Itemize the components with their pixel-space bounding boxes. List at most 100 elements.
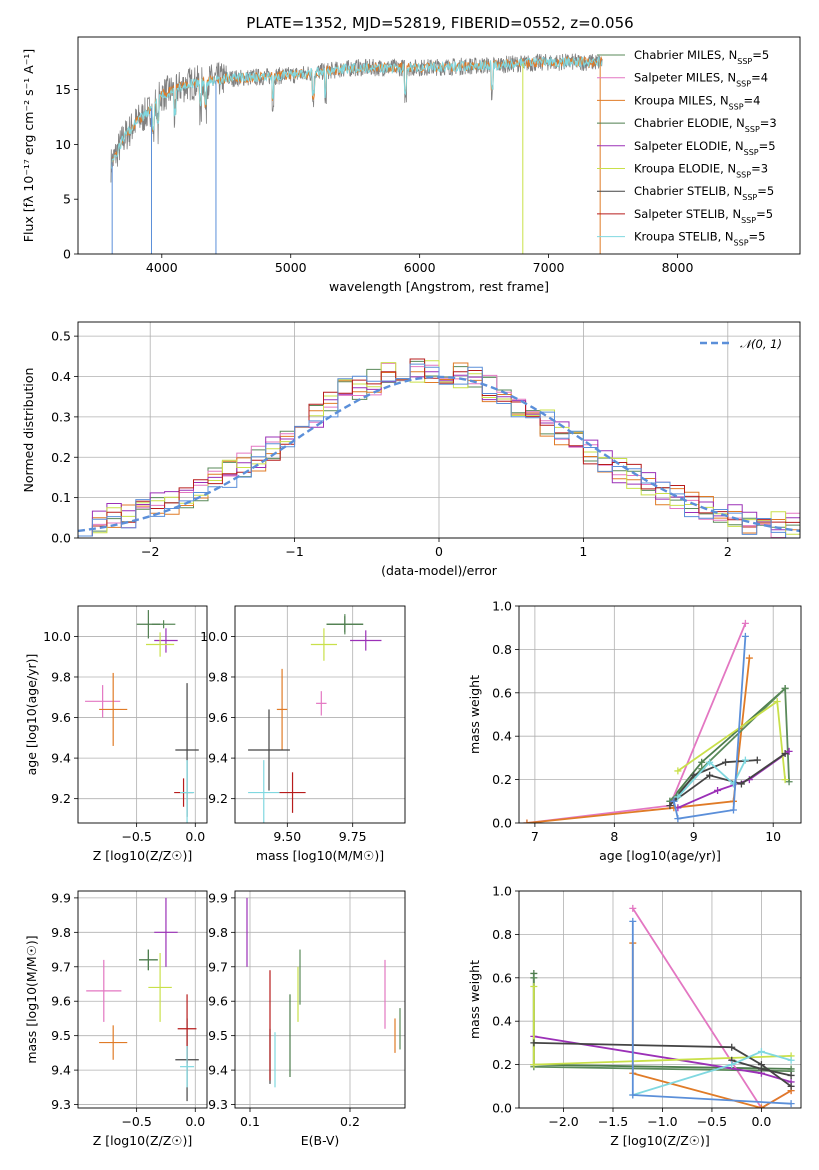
spectrum-legend: Chabrier MILES, NSSP=5 Salpeter MILES, NS… xyxy=(597,48,777,247)
mass-weight-point xyxy=(629,1091,637,1099)
mass-weight-point xyxy=(741,756,749,764)
y-tick-label: 0.0 xyxy=(51,531,71,546)
x-tick-label: −1.5 xyxy=(598,1114,628,1129)
x-tick-label: −0.5 xyxy=(121,829,151,844)
x-tick-label: −1 xyxy=(285,544,303,559)
y-tick-label: 9.4 xyxy=(208,751,228,766)
age-vs-mass-plot-area xyxy=(248,614,382,823)
mass-weight-point xyxy=(714,786,722,794)
y-tick-label: 9.6 xyxy=(51,994,71,1009)
x-axis-label: (data-model)/error xyxy=(381,563,498,578)
x-tick-label: −1.0 xyxy=(647,1114,677,1129)
legend-entry: Kroupa STELIB, NSSP=5 xyxy=(634,230,765,248)
y-tick-label: 0.4 xyxy=(492,729,512,744)
residual-plot-area xyxy=(78,358,800,538)
y-tick-label: 9.8 xyxy=(51,669,71,684)
mass-weight-point xyxy=(729,806,737,814)
x-tick-label: −2.0 xyxy=(548,1114,578,1129)
legend-entry: Chabrier MILES, NSSP=5 xyxy=(634,48,769,66)
mass-weight-point xyxy=(530,974,538,982)
figure-title: PLATE=1352, MJD=52819, FIBERID=0552, z=0… xyxy=(246,14,633,32)
residual-panel: −2 −1 0 1 2 0.0 0.1 0.2 0.3 0.4 0.5 (data-model)/er… xyxy=(21,321,801,578)
mass-weight-point xyxy=(741,632,749,640)
x-tick-label: 9.50 xyxy=(273,829,301,844)
x-tick-label: 9 xyxy=(690,829,698,844)
y-tick-label: 10.0 xyxy=(43,629,71,644)
y-tick-label: 0.4 xyxy=(492,1014,512,1029)
mass-weight-point xyxy=(629,917,637,925)
mass-weight-series-line xyxy=(673,752,786,803)
x-tick-label: 7 xyxy=(531,829,539,844)
y-tick-label: 5 xyxy=(63,192,71,207)
mass-weight-vs-age-panel: 7 8 9 10 0.0 0.2 0.4 0.6 0.8 1.0 age [log10(age/yr… xyxy=(467,599,802,863)
mass-vs-ebv-plot-area xyxy=(246,897,401,1088)
y-tick-label: 9.6 xyxy=(51,710,71,725)
x-tick-label: 0.0 xyxy=(751,1114,771,1129)
x-tick-label: 5000 xyxy=(275,260,307,275)
axes-frame xyxy=(234,605,406,824)
mass-weight-vs-z-panel: −2.0 −1.5 −1.0 −0.5 0.0 0.0 0.2 0.4 0.6 0.8 1.0 Z [… xyxy=(467,884,802,1148)
y-tick-label: 0.8 xyxy=(492,642,512,657)
x-tick-label: 2 xyxy=(724,544,732,559)
y-tick-label: 9.5 xyxy=(51,1028,71,1043)
x-tick-label: 8000 xyxy=(662,260,694,275)
mass-vs-ebv-panel: 0.1 0.2 9.3 9.4 9.5 9.6 9.7 9.8 9.9 E(B-V) xyxy=(208,890,406,1148)
y-axis-label: mass [log10(M/M☉)] xyxy=(24,935,39,1063)
y-tick-label: 9.4 xyxy=(51,1063,71,1078)
y-tick-label: 0.6 xyxy=(492,685,512,700)
x-tick-label: 7000 xyxy=(533,260,565,275)
axes-frame xyxy=(518,605,802,824)
mass-weight-point xyxy=(690,771,698,779)
age-vs-z-plot-area xyxy=(85,610,199,823)
y-tick-label: 10.0 xyxy=(200,629,228,644)
y-tick-label: 9.2 xyxy=(208,791,228,806)
x-axis-label: Z [log10(Z/Z☉)] xyxy=(93,848,193,863)
legend-entry: Salpeter ELODIE, NSSP=5 xyxy=(634,139,776,157)
y-axis-label: Flux [fλ 10⁻¹⁷ erg cm⁻² s⁻¹ A⁻¹] xyxy=(21,49,36,242)
x-tick-label: −0.5 xyxy=(121,1114,151,1129)
y-tick-label: 9.8 xyxy=(208,669,228,684)
axes-frame xyxy=(77,321,801,539)
legend-entry: Chabrier ELODIE, NSSP=3 xyxy=(634,116,777,134)
y-tick-label: 9.6 xyxy=(208,710,228,725)
y-tick-label: 9.6 xyxy=(208,994,228,1009)
y-axis-label: Normed distribution xyxy=(21,368,36,493)
mass-weight-point xyxy=(666,802,674,810)
y-tick-label: 9.4 xyxy=(208,1063,228,1078)
mass-vs-z-panel: −0.5 0.0 9.3 9.4 9.5 9.6 9.7 9.8 9.9 Z [log10(Z/Z… xyxy=(24,890,208,1148)
legend-entry: Kroupa MILES, NSSP=4 xyxy=(634,93,760,111)
y-tick-label: 9.9 xyxy=(51,890,71,905)
y-tick-label: 9.5 xyxy=(208,1028,228,1043)
mass-weight-point xyxy=(674,815,682,823)
mass-weight-point xyxy=(530,1061,538,1069)
y-tick-label: 0.8 xyxy=(492,927,512,942)
mass-weight-point xyxy=(674,767,682,775)
mass-weight-point xyxy=(787,1100,795,1108)
x-axis-label: E(B-V) xyxy=(301,1133,340,1148)
mass-weight-point xyxy=(757,1104,765,1108)
mass-weight-point xyxy=(745,654,753,662)
axes-frame xyxy=(77,605,208,824)
mass-weight-point xyxy=(787,1056,795,1064)
mass-weight-point xyxy=(781,684,789,692)
y-tick-label: 0.2 xyxy=(492,1057,512,1072)
y-tick-label: 9.8 xyxy=(51,925,71,940)
x-tick-label: 0.2 xyxy=(340,1114,360,1129)
legend-entry: Salpeter MILES, NSSP=4 xyxy=(634,71,768,89)
y-axis-label: mass weight xyxy=(467,960,482,1039)
mass-weight-point xyxy=(773,697,781,705)
y-tick-label: 9.9 xyxy=(208,890,228,905)
y-tick-label: 9.2 xyxy=(51,791,71,806)
mass-weight-series-line xyxy=(526,658,751,823)
mass-weight-point xyxy=(706,758,714,766)
age-vs-z-panel: −0.5 0.0 9.2 9.4 9.6 9.8 10.0 Z [log10(Z/Z☉)] ag… xyxy=(24,605,208,863)
y-tick-label: 9.7 xyxy=(208,959,228,974)
y-tick-label: 1.0 xyxy=(492,884,512,899)
y-tick-label: 0.6 xyxy=(492,970,512,985)
x-tick-label: 1 xyxy=(579,544,587,559)
y-tick-label: 10 xyxy=(55,137,71,152)
mass-weight-point xyxy=(530,1039,538,1047)
mass-weight-series-line xyxy=(677,759,747,798)
x-tick-label: 8 xyxy=(610,829,618,844)
mass-weight-point xyxy=(785,747,793,755)
